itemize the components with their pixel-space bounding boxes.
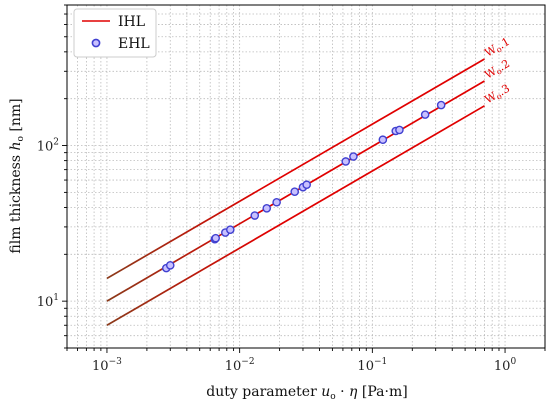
ehl-point — [211, 233, 221, 243]
ihl-line-label: Wo.1 — [482, 35, 512, 60]
y-tick-label: 101 — [37, 293, 59, 310]
legend-ihl-label: IHL — [118, 14, 145, 30]
ehl-point — [272, 197, 281, 207]
ihl-line — [106, 105, 485, 326]
ehl-point — [349, 152, 358, 161]
ehl-point — [436, 100, 446, 110]
ehl-point — [250, 211, 260, 220]
plot-frame — [66, 4, 546, 349]
ihl-line — [106, 58, 485, 280]
x-tick-label: 100 — [494, 357, 517, 374]
x-tick-label: 10−3 — [92, 357, 122, 374]
ehl-point — [262, 204, 272, 213]
y-tick-label: 102 — [37, 138, 59, 155]
ehl-point — [165, 260, 175, 270]
x-axis-label: duty parameter uo · η [Pa·m] — [206, 384, 407, 402]
ehl-point — [225, 225, 235, 234]
ticks-layer: 10−3 10−2 10−1 100 101 102 — [37, 4, 546, 374]
legend: IHL EHL — [73, 8, 157, 58]
legend-ehl-swatch — [91, 38, 101, 48]
ihl-line-label: Wo.3 — [482, 82, 512, 107]
ehl-point — [395, 125, 404, 135]
ehl-point — [341, 157, 351, 166]
x-tick-label: 10−1 — [357, 357, 387, 374]
legend-ehl-label: EHL — [118, 36, 150, 52]
x-tick-label: 10−2 — [225, 357, 255, 374]
ehl-point — [302, 180, 311, 190]
points-layer — [161, 100, 446, 273]
ehl-point — [420, 110, 430, 119]
ehl-point — [290, 187, 300, 197]
ehl-point — [378, 135, 388, 145]
y-axis-label: film thickness ho [nm] — [8, 98, 26, 253]
ihl-line-label: Wo.2 — [482, 57, 512, 83]
